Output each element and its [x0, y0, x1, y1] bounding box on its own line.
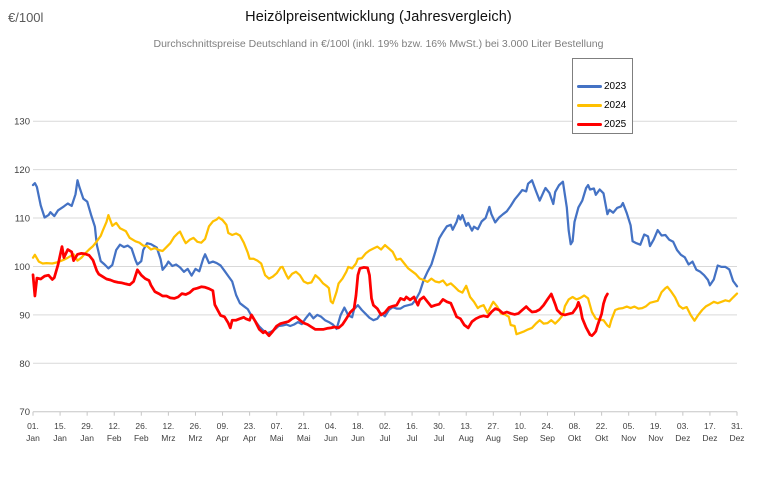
x-tick-label: 12. Mrz	[161, 421, 175, 443]
x-tick-label: 04. Jun	[324, 421, 338, 443]
x-tick-label: 15. Jan	[53, 421, 67, 443]
x-tick-label: 10. Sep	[513, 421, 528, 443]
legend-label: 2023	[604, 80, 627, 92]
x-tick-label: 26. Mrz	[188, 421, 202, 443]
x-tick-label: 03. Dez	[675, 421, 690, 443]
x-tick-label: 08. Okt	[568, 421, 582, 443]
y-tick-label: 90	[19, 310, 30, 321]
y-axis-unit-label: €/100l	[8, 10, 44, 25]
y-tick-label: 70	[19, 407, 30, 418]
x-tick-label: 05. Nov	[621, 421, 637, 443]
x-tick-label: 30. Jul	[433, 421, 445, 443]
x-tick-label: 16. Jul	[406, 421, 418, 443]
y-tick-label: 100	[14, 262, 30, 273]
x-tick-label: 01. Jan	[26, 421, 40, 443]
x-axis-ticks	[32, 411, 738, 416]
legend-line-swatch	[577, 122, 602, 127]
x-tick-label: 21. Mai	[297, 421, 311, 443]
x-tick-label: 19. Nov	[648, 421, 664, 443]
x-tick-label: 31. Dez	[729, 421, 744, 443]
legend-line-swatch	[577, 84, 602, 89]
x-tick-label: 26. Feb	[134, 421, 149, 443]
legend-item-2024[interactable]: 2024	[573, 96, 632, 115]
x-tick-label: 07. Mai	[270, 421, 284, 443]
x-tick-label: 23. Apr	[243, 421, 256, 443]
x-tick-label: 22. Okt	[595, 421, 609, 443]
y-tick-label: 110	[15, 214, 30, 225]
legend-line-swatch	[577, 103, 602, 108]
x-axis-labels: 01. Jan 15. Jan 29. Jan 12. Feb 26. Feb 12. Mrz 26. M…	[26, 421, 744, 443]
legend-item-2023[interactable]: 2023	[573, 77, 632, 96]
chart-title: Heizölpreisentwicklung (Jahresvergleich)	[245, 9, 512, 25]
x-tick-label: 18. Jun	[351, 421, 365, 443]
series-line-2025	[31, 245, 609, 338]
y-axis-labels: 70 80 90 100 110 120 130	[14, 117, 30, 419]
legend-label: 2025	[604, 118, 627, 130]
series-line-2023	[31, 179, 739, 335]
series-line-2024	[31, 213, 739, 336]
x-tick-label: 29. Jan	[80, 421, 94, 443]
x-tick-label: 09. Apr	[216, 421, 229, 443]
y-tick-label: 120	[14, 165, 30, 176]
x-tick-label: 13. Aug	[459, 421, 474, 443]
y-tick-label: 80	[19, 359, 30, 370]
x-tick-label: 02. Jul	[379, 421, 391, 443]
chart-subtitle: Durchschnittspreise Deutschland in €/100…	[153, 38, 604, 50]
x-tick-label: 24. Sep	[540, 421, 555, 443]
x-tick-label: 17. Dez	[702, 421, 717, 443]
gridlines	[33, 120, 737, 413]
x-tick-label: 27. Aug	[486, 421, 501, 443]
x-tick-label: 12. Feb	[107, 421, 122, 443]
legend: 2023 2024 2025	[572, 58, 633, 134]
y-tick-label: 130	[14, 117, 30, 128]
legend-label: 2024	[604, 99, 627, 111]
legend-item-2025[interactable]: 2025	[573, 115, 632, 134]
